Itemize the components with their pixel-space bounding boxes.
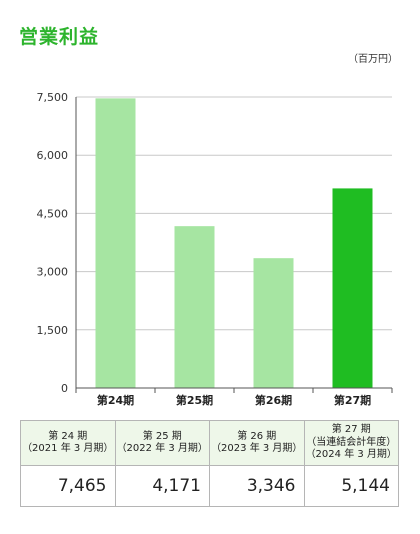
table-value-cell: 3,346 <box>209 465 305 507</box>
y-tick-label: 1,500 <box>37 324 69 337</box>
y-tick-label: 3,000 <box>37 266 69 279</box>
bar <box>174 226 215 388</box>
table-value-cell: 4,171 <box>114 465 210 507</box>
table-header-cell: 第 25 期 （2022 年 3 月期） <box>114 420 210 466</box>
table-header-row: 第 24 期 （2021 年 3 月期） 第 25 期 （2022 年 3 月期… <box>20 420 399 466</box>
unit-label: （百万円） <box>348 54 398 65</box>
x-tick-label: 第25期 <box>176 393 213 407</box>
bar-chart: 0 1,500 3,000 4,500 6,000 7,500 第24期 第25期 第26期 第2… <box>37 91 393 407</box>
data-table: 第 24 期 （2021 年 3 月期） 第 25 期 （2022 年 3 月期… <box>20 420 399 507</box>
bar <box>253 258 294 388</box>
x-tick-label: 第27期 <box>334 393 371 407</box>
y-tick-label: 4,500 <box>37 207 69 220</box>
table-value-cell: 5,144 <box>303 465 399 507</box>
x-tick-label: 第26期 <box>255 393 292 407</box>
y-tick-label: 7,500 <box>37 91 69 104</box>
y-tick-label: 6,000 <box>37 149 69 162</box>
bar <box>95 98 136 388</box>
chart-title: 営業利益 <box>19 26 100 48</box>
x-tick-label: 第24期 <box>97 393 134 407</box>
bar <box>332 188 373 388</box>
table-row: 7,465 4,171 3,346 5,144 <box>20 465 399 507</box>
table-value-cell: 7,465 <box>20 465 116 507</box>
y-tick-label: 0 <box>61 382 68 395</box>
table-header-cell: 第 24 期 （2021 年 3 月期） <box>20 420 116 466</box>
table-header-cell: 第 27 期 （当連結会計年度） （2024 年 3 月期） <box>303 420 399 466</box>
table-header-cell: 第 26 期 （2023 年 3 月期） <box>209 420 305 466</box>
